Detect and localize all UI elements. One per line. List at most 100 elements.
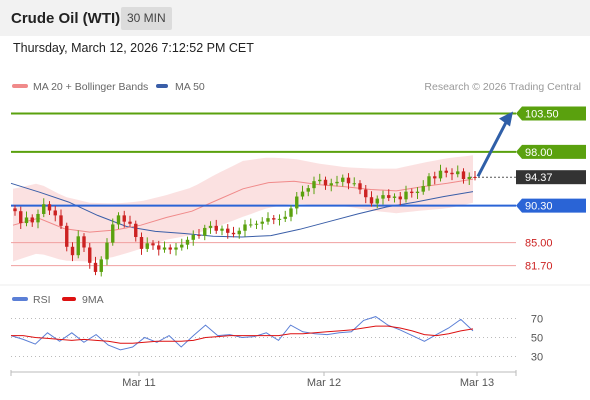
candle-body [53, 210, 57, 216]
level-tag-90.30 [516, 198, 586, 213]
legend-rsi-ma-label: 9MA [82, 294, 104, 306]
candle-body [105, 242, 109, 260]
candle-body [375, 198, 379, 204]
candle-body [180, 244, 184, 248]
candle-body [254, 223, 259, 225]
rsi-legend: RSI 9MA [12, 294, 104, 306]
candle-body [266, 218, 270, 222]
legend-ma20-label: MA 20 + Bollinger Bands [33, 81, 148, 93]
rsi-tick-label-50: 50 [531, 333, 543, 345]
candle-body [139, 237, 144, 249]
candle-body [272, 218, 276, 220]
candle-body [145, 243, 149, 249]
rsi-tick-label-70: 70 [531, 314, 543, 326]
candle-body [260, 221, 264, 224]
candle-body [70, 246, 75, 256]
candle-body [306, 188, 310, 192]
candle-body [444, 170, 448, 173]
candle-body [404, 191, 408, 200]
candle-body [151, 243, 155, 246]
candle-body [398, 196, 402, 200]
level-label-81.70: 81.70 [525, 261, 553, 273]
legend-swatch-rsi [12, 297, 28, 301]
candle-body [76, 236, 80, 256]
candle-body [277, 218, 282, 220]
candle-body [450, 172, 454, 175]
timeframe-button[interactable]: 30 MIN [121, 7, 172, 30]
candle-body [82, 236, 86, 248]
level-label-98.00: 98.00 [525, 147, 553, 159]
candle-body [427, 176, 431, 187]
legend-swatch-ma50 [156, 84, 168, 88]
candle-body [208, 225, 213, 228]
candle-body [352, 183, 356, 185]
candle-body [341, 177, 345, 182]
candle-body [13, 208, 17, 212]
legend-swatch-ma20 [12, 84, 28, 88]
candle-body [283, 216, 287, 219]
copyright-text: Research © 2026 Trading Central [424, 81, 581, 93]
time-tick-label: Mar 13 [460, 377, 494, 389]
candle-body [323, 179, 328, 186]
candle-body [421, 186, 425, 192]
level-label-103.50: 103.50 [525, 108, 559, 120]
candle-body [157, 245, 161, 250]
level-label-90.30: 90.30 [525, 201, 553, 213]
candle-body [226, 228, 230, 233]
time-tick-label: Mar 12 [307, 377, 341, 389]
candle-body [116, 215, 121, 225]
candle-body [122, 215, 126, 222]
candle-body [214, 225, 218, 231]
candle-body [134, 223, 138, 238]
candle-body [99, 259, 103, 272]
level-tag-103.50 [516, 106, 586, 121]
time-axis: Mar 11 Mar 12 Mar 13 [10, 370, 517, 389]
candle-body [289, 208, 293, 217]
candle-body [197, 234, 201, 236]
candle-body [335, 181, 339, 184]
candle-body [65, 225, 69, 247]
legend-rsi-label: RSI [33, 294, 51, 306]
time-tick-label: Mar 11 [122, 377, 155, 389]
candle-body [473, 176, 477, 178]
current-price-tag [516, 170, 586, 185]
candle-body [203, 227, 207, 236]
rsi-tick-label-30: 30 [531, 352, 543, 364]
candle-body [329, 183, 333, 186]
candle-body [42, 204, 46, 214]
candle-body [433, 176, 437, 179]
candle-body [111, 224, 115, 243]
forecast-arrow-shaft [476, 121, 508, 177]
candle-body [231, 232, 236, 235]
candle-body [36, 213, 40, 223]
candle-body [162, 247, 167, 250]
candle-body [30, 217, 34, 223]
level-label-85.00: 85.00 [525, 238, 553, 250]
instrument-title: Crude Oil (WTI) [11, 10, 121, 27]
candle-body [19, 211, 23, 224]
forecast-arrow-head [499, 111, 513, 127]
candle-body [295, 196, 299, 209]
candle-body [364, 189, 368, 198]
candle-body [346, 177, 351, 184]
bollinger-band [13, 155, 473, 262]
candle-body [220, 228, 224, 231]
candle-body [438, 170, 443, 179]
candle-body [237, 230, 241, 235]
level-tag-98.00 [516, 144, 586, 159]
rsi-line [10, 316, 474, 351]
candle-body [358, 183, 362, 190]
candle-body [24, 217, 29, 224]
header-bar: Crude Oil (WTI) 30 MIN [0, 0, 590, 36]
candle-body [415, 191, 420, 194]
candle-body [128, 221, 132, 224]
rsi-ma-line [11, 325, 474, 344]
candle-body [88, 247, 92, 263]
current-price-label: 94.37 [525, 172, 553, 184]
ma20-line [12, 178, 474, 233]
candle-body [174, 247, 178, 250]
candle-body [249, 224, 253, 226]
candle-body [300, 191, 305, 197]
candle-body [243, 224, 247, 231]
